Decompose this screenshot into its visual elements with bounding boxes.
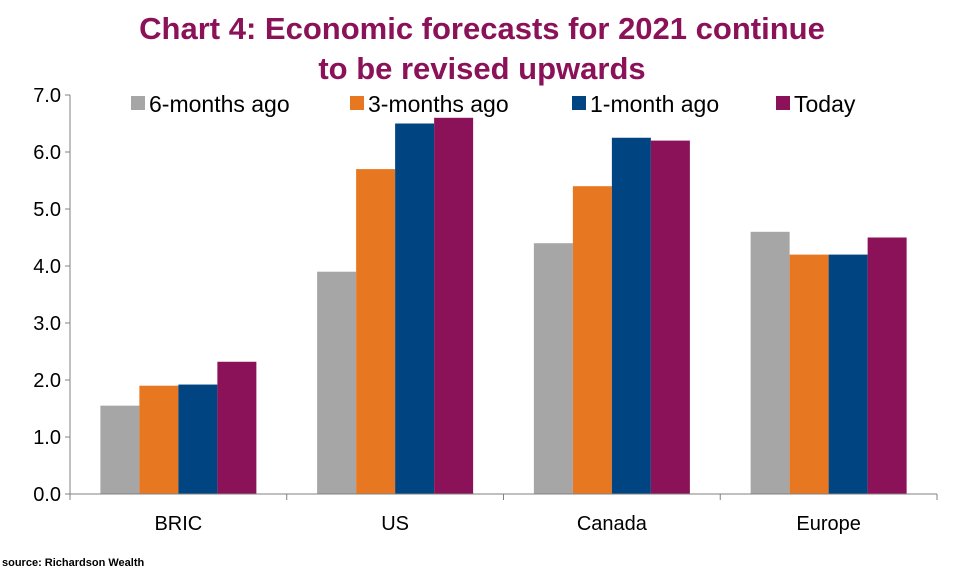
legend-swatch (131, 96, 145, 110)
bar (750, 231, 790, 495)
bar (867, 237, 907, 494)
bars (100, 117, 907, 495)
bar (789, 254, 829, 494)
bar (434, 117, 474, 495)
y-tick-label: 1.0 (33, 427, 61, 449)
bar (178, 384, 218, 494)
bar (217, 361, 257, 494)
bar (139, 385, 179, 494)
bar (356, 169, 396, 494)
bar (533, 243, 573, 494)
y-tick-label: 0.0 (33, 484, 61, 506)
x-tick-label: BRIC (154, 513, 202, 535)
x-tick-label: Canada (577, 513, 648, 535)
y-tick-label: 2.0 (33, 370, 61, 392)
bar (100, 405, 140, 494)
chart-title-line-1: Chart 4: Economic forecasts for 2021 con… (139, 11, 825, 46)
y-tick-label: 6.0 (33, 142, 61, 164)
source-note: source: Richardson Wealth (2, 557, 145, 569)
legend-label: 6-months ago (149, 91, 290, 117)
legend-swatch (350, 96, 364, 110)
x-tick-label: US (381, 513, 409, 535)
chart-legend: 6-months ago 3-months ago 1-month ago Today (131, 91, 856, 117)
bar (572, 186, 612, 494)
bar (611, 137, 651, 494)
chart-title-line-2: to be revised upwards (318, 51, 645, 86)
bar (395, 123, 435, 494)
y-axis: 0.0 1.0 2.0 3.0 4.0 5.0 6.0 7.0 (33, 85, 71, 506)
bar (828, 254, 868, 494)
legend-swatch (572, 96, 586, 110)
y-tick-label: 5.0 (33, 199, 61, 221)
legend-label: 1-month ago (590, 91, 719, 117)
x-tick-label: Europe (796, 513, 861, 535)
y-tick-label: 7.0 (33, 85, 61, 107)
bar (317, 271, 357, 494)
x-axis: BRIC US Canada Europe (69, 493, 938, 535)
bar (650, 140, 690, 494)
legend-label: Today (794, 91, 856, 117)
legend-label: 3-months ago (368, 91, 509, 117)
y-tick-label: 4.0 (33, 256, 61, 278)
legend-swatch (776, 96, 790, 110)
y-tick-label: 3.0 (33, 313, 61, 335)
